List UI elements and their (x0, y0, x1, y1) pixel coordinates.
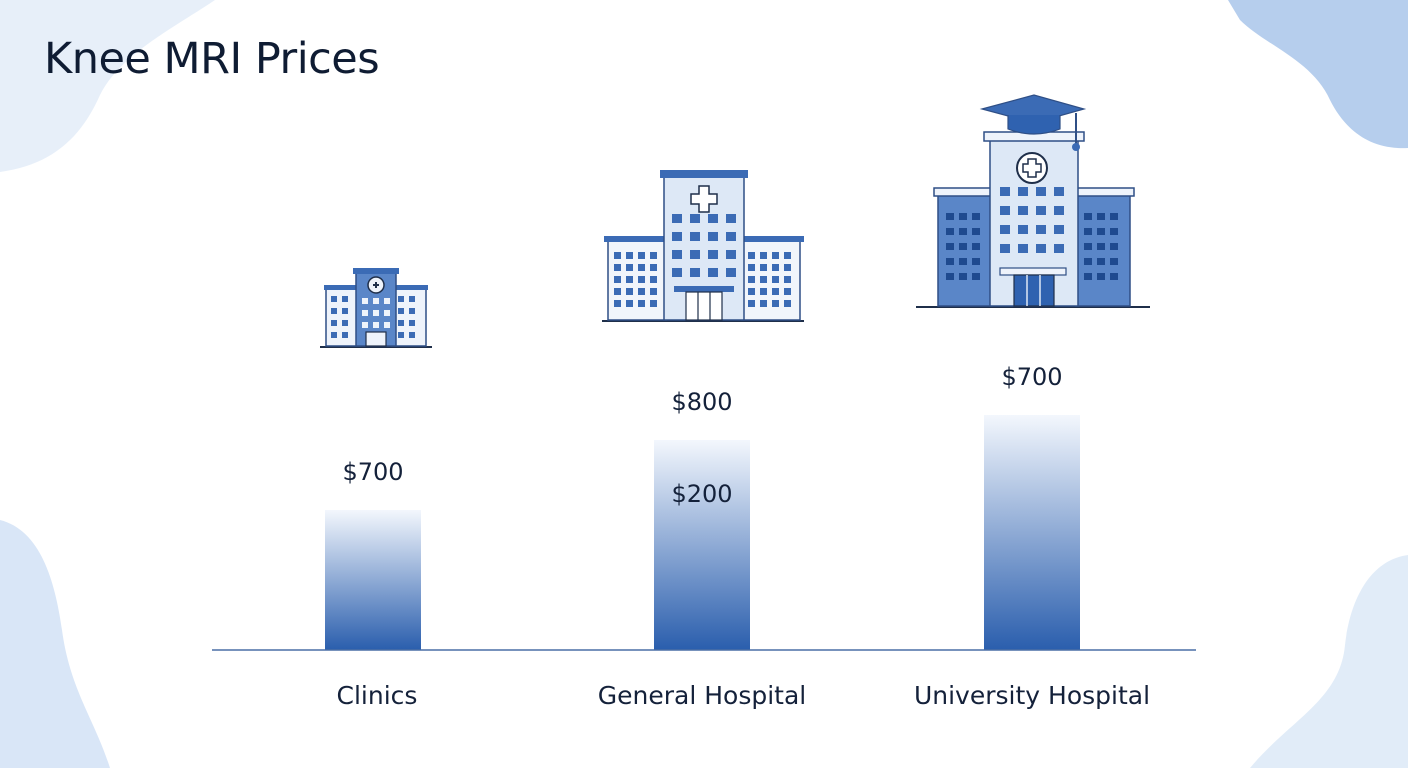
general-hospital-building-icon (602, 170, 804, 322)
category-label: Clinics (337, 681, 418, 710)
bottom-left-blob (0, 520, 110, 768)
category-label: University Hospital (914, 681, 1150, 710)
page-title: Knee MRI Prices (44, 34, 380, 84)
top-right-blob (1228, 0, 1408, 149)
university-hospital-building-icon (916, 94, 1150, 308)
value-label: $700 (1001, 363, 1062, 391)
value-label: $700 (342, 458, 403, 486)
value-label-secondary: $200 (671, 480, 732, 508)
value-labels-group: $700 $800 $200 $700 (342, 363, 1062, 508)
value-label: $800 (671, 388, 732, 416)
bars-group (325, 415, 1080, 650)
bottom-right-blob (1250, 555, 1408, 768)
small-clinic-building-icon (320, 268, 432, 348)
top-left-blob (0, 0, 215, 172)
category-labels-group: Clinics General Hospital University Hospit… (337, 681, 1150, 710)
bar-university-hospital (984, 415, 1080, 650)
category-label: General Hospital (598, 681, 806, 710)
bar-clinics (325, 510, 421, 650)
bar-general-hospital (654, 440, 750, 650)
